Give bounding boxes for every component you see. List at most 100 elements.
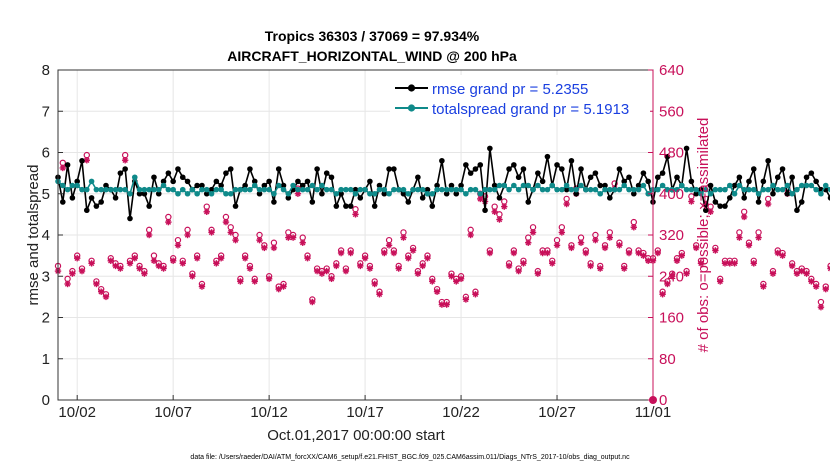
y-right-tick-label: 640 (659, 62, 684, 79)
totalspread-point (813, 186, 819, 193)
obs-assimilated-stroke (232, 237, 239, 243)
totalspread-point (592, 186, 599, 193)
totalspread-point (664, 186, 671, 193)
obs-assimilated-point (107, 257, 114, 264)
obs-possible-point (755, 229, 762, 236)
obs-assimilated-stroke (247, 265, 253, 272)
obs-assimilated-point (769, 270, 777, 277)
x-tick-label: 11/01 (635, 404, 671, 421)
obs-assimilated-stroke (688, 198, 695, 205)
totalspread-point (472, 186, 479, 193)
rmse-point (213, 178, 220, 185)
rmse-point (251, 178, 258, 185)
totalspread-point (165, 186, 172, 193)
obs-assimilated-point (342, 267, 350, 275)
rmse-point (736, 174, 743, 181)
y-left-tick-label: 5 (42, 186, 50, 203)
obs-assimilated-point (361, 255, 369, 262)
totalspread-point (184, 190, 191, 197)
obs-assimilated-point (217, 255, 225, 262)
rmse-point (626, 174, 632, 181)
rmse-point (155, 190, 162, 197)
totalspread-point (717, 186, 723, 193)
obs-assimilated-point (453, 278, 460, 285)
obs-assimilated-stroke (626, 250, 632, 256)
totalspread-point (405, 190, 412, 197)
obs-assimilated-stroke (103, 294, 109, 300)
y-right-tick-label: 320 (659, 227, 684, 244)
obs-assimilated-point (491, 208, 498, 215)
totalspread-point (285, 190, 292, 197)
obs-assimilated-point (145, 231, 153, 239)
obs-assimilated-stroke (736, 234, 743, 241)
obs-assimilated-stroke (319, 270, 325, 277)
totalspread-point (760, 186, 767, 193)
obs-assimilated-stroke (741, 214, 747, 220)
rmse-point (304, 178, 311, 185)
obs-assimilated-point (395, 265, 402, 272)
rmse-point (539, 178, 546, 185)
rmse-point (794, 207, 800, 214)
obs-assimilated-stroke (472, 291, 479, 298)
rmse-point (448, 182, 455, 189)
rmse-point (774, 174, 781, 181)
obs-assimilated-point (366, 265, 374, 272)
rmse-point (175, 166, 181, 172)
rmse-point (122, 166, 128, 172)
rmse-point (328, 174, 335, 181)
obs-assimilated-point (630, 224, 638, 231)
obs-assimilated-point (405, 255, 412, 262)
obs-assimilated-point (337, 249, 345, 257)
rmse-point (760, 178, 767, 185)
totalspread-point (261, 186, 268, 193)
obs-possible-point (764, 195, 772, 203)
rmse-point (458, 182, 464, 189)
totalspread-point (607, 186, 613, 193)
totalspread-point (131, 174, 138, 181)
totalspread-point (242, 186, 248, 193)
totalspread-point (74, 182, 80, 189)
obs-assimilated-point (601, 244, 609, 252)
rmse-point (544, 153, 551, 160)
totalspread-point (122, 186, 128, 193)
obs-assimilated-point (256, 236, 263, 244)
obs-assimilated-point (793, 270, 801, 277)
obs-assimilated-stroke (112, 263, 119, 269)
obs-assimilated-stroke (583, 250, 589, 256)
obs-assimilated-stroke (525, 239, 531, 246)
obs-assimilated-stroke (707, 209, 714, 215)
rmse-point (674, 174, 680, 181)
obs-assimilated-stroke (415, 270, 421, 277)
obs-assimilated-point (93, 280, 100, 288)
totalspread-point (59, 182, 66, 189)
rmse-point (103, 182, 109, 189)
totalspread-point (314, 186, 320, 193)
obs-assimilated-point (640, 252, 647, 259)
obs-assimilated-point (457, 275, 465, 283)
rmse-point (726, 195, 733, 201)
rmse-point (299, 182, 306, 189)
y-left-tick-label: 8 (42, 62, 50, 79)
rmse-point (765, 157, 771, 164)
totalspread-point (367, 190, 373, 197)
obs-assimilated-stroke (631, 224, 637, 231)
totalspread-point (376, 186, 383, 193)
obs-assimilated-point (697, 260, 705, 267)
rmse-point (117, 170, 124, 176)
totalspread-point (496, 182, 503, 189)
rmse-point (640, 170, 647, 176)
rmse-point (136, 190, 143, 197)
totalspread-point (578, 182, 584, 189)
totalspread-point (275, 182, 282, 189)
totalspread-point (69, 182, 76, 189)
obs-assimilated-stroke (722, 260, 728, 267)
obs-assimilated-point (635, 249, 642, 257)
obs-assimilated-point (515, 267, 522, 275)
totalspread-point (362, 186, 368, 193)
obs-assimilated-point (760, 283, 767, 290)
totalspread-point (232, 186, 239, 193)
totalspread-point (194, 190, 200, 197)
totalspread-point (559, 186, 565, 193)
obs-assimilated-point (328, 275, 335, 283)
obs-assimilated-stroke (520, 260, 527, 267)
